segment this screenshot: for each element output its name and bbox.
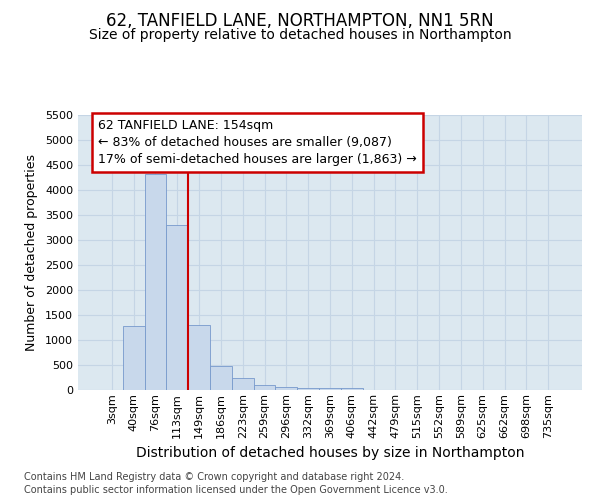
Text: Size of property relative to detached houses in Northampton: Size of property relative to detached ho… (89, 28, 511, 42)
Bar (166, 225, 188, 390)
Bar (210, 366, 232, 390)
Bar (319, 388, 341, 390)
Bar (254, 385, 275, 390)
Bar (232, 378, 254, 390)
Bar (297, 388, 319, 390)
Text: Contains HM Land Registry data © Crown copyright and database right 2024.: Contains HM Land Registry data © Crown c… (24, 472, 404, 482)
Text: 62 TANFIELD LANE: 154sqm
← 83% of detached houses are smaller (9,087)
17% of sem: 62 TANFIELD LANE: 154sqm ← 83% of detach… (98, 119, 417, 166)
Bar (145, 174, 166, 390)
Y-axis label: Number of detached properties: Number of detached properties (25, 154, 38, 351)
Bar (341, 388, 363, 390)
X-axis label: Distribution of detached houses by size in Northampton: Distribution of detached houses by size … (136, 446, 524, 460)
Text: 62, TANFIELD LANE, NORTHAMPTON, NN1 5RN: 62, TANFIELD LANE, NORTHAMPTON, NN1 5RN (106, 12, 494, 30)
Bar (123, 326, 145, 390)
Text: Contains public sector information licensed under the Open Government Licence v3: Contains public sector information licen… (24, 485, 448, 495)
Bar (275, 386, 297, 390)
Bar (188, 325, 210, 390)
